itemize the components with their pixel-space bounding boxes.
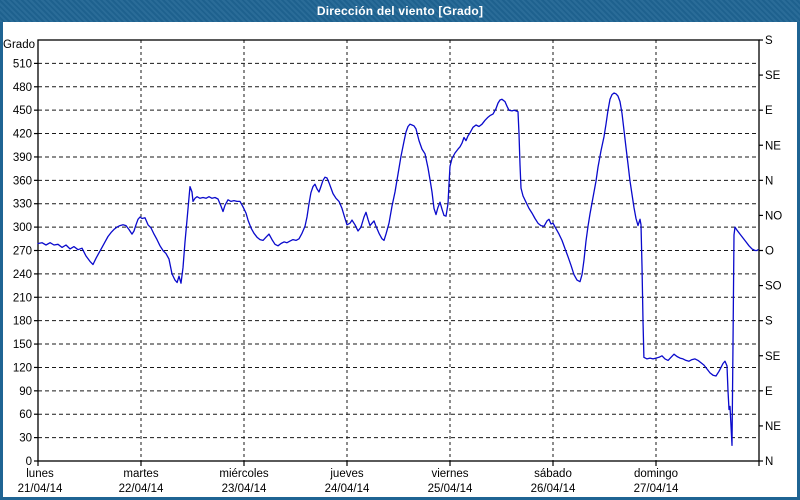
day-date-label: 26/04/14: [531, 483, 576, 495]
gridlines: [38, 40, 759, 461]
y-right-tick-label: SE: [765, 351, 781, 363]
y-left-tick-label: 420: [13, 129, 32, 141]
y-left-tick-label: 0: [26, 456, 32, 468]
chart-title: Dirección del viento [Grado]: [316, 4, 484, 18]
day-date-label: 22/04/14: [119, 483, 164, 495]
y-left-tick-label: 30: [19, 433, 32, 445]
y-axis-title: Grado: [3, 39, 35, 51]
y-left-tick-label: 120: [13, 362, 32, 374]
y-right-tick-label: SE: [765, 70, 781, 82]
y-left-tick-label: 450: [13, 105, 32, 117]
axis-labels: 0 30 60 90 120 150 180 210 240 270 300 330 360 390 420…: [3, 35, 782, 495]
y-left-tick-label: 150: [13, 339, 32, 351]
day-date-label: 27/04/14: [634, 483, 679, 495]
day-date-label: 23/04/14: [222, 483, 267, 495]
day-date-label: 21/04/14: [18, 483, 63, 495]
day-name-label: martes: [123, 468, 158, 480]
day-name-label: miércoles: [219, 468, 268, 480]
y-right-tick-label: N: [765, 456, 773, 468]
day-name-label: lunes: [26, 468, 54, 480]
wind-direction-line: [37, 92, 759, 447]
y-left-tick-label: 270: [13, 246, 32, 258]
day-date-label: 24/04/14: [325, 483, 370, 495]
y-right-tick-label: O: [765, 246, 774, 258]
y-right-tick-label: SO: [765, 281, 782, 293]
y-right-tick-label: S: [765, 316, 773, 328]
y-left-tick-label: 300: [13, 222, 32, 234]
y-left-tick-label: 510: [13, 58, 32, 70]
y-right-tick-label: NE: [765, 421, 781, 433]
title-bar: Dirección del viento [Grado]: [0, 0, 800, 22]
y-left-tick-label: 240: [13, 269, 32, 281]
y-right-tick-label: NE: [765, 140, 781, 152]
day-name-label: jueves: [329, 468, 363, 480]
y-right-tick-label: N: [765, 175, 773, 187]
y-right-tick-label: E: [765, 105, 773, 117]
y-right-tick-label: S: [765, 35, 773, 47]
y-left-tick-label: 180: [13, 316, 32, 328]
y-left-tick-label: 60: [19, 409, 32, 421]
day-name-label: viernes: [431, 468, 468, 480]
y-right-tick-label: E: [765, 386, 773, 398]
chart-panel: [3, 22, 797, 497]
y-left-tick-label: 360: [13, 175, 32, 187]
y-left-tick-label: 330: [13, 199, 32, 211]
y-left-tick-label: 480: [13, 82, 32, 94]
axis-ticks: [34, 39, 763, 466]
day-name-label: domingo: [634, 468, 678, 480]
series-Dirección del viento: [37, 92, 759, 447]
y-left-tick-label: 90: [19, 386, 32, 398]
day-date-label: 25/04/14: [428, 483, 473, 495]
day-name-label: sábado: [534, 468, 572, 480]
y-left-tick-label: 390: [13, 152, 32, 164]
y-left-tick-label: 210: [13, 292, 32, 304]
y-right-tick-label: NO: [765, 210, 782, 222]
